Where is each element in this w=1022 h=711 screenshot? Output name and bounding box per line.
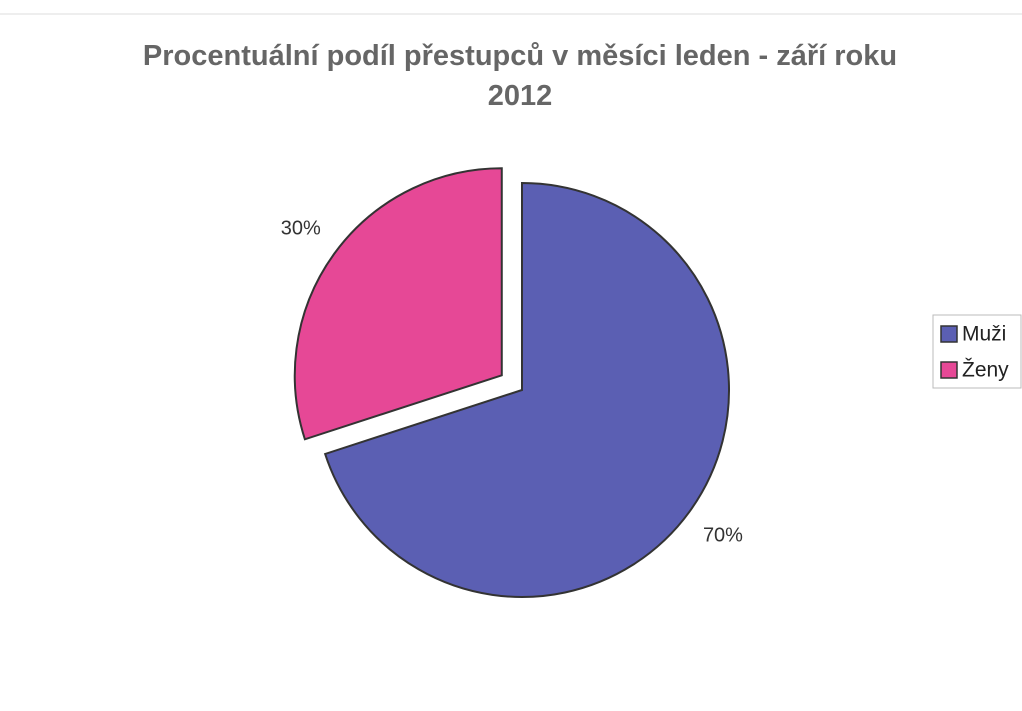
data-label: 30% — [281, 218, 321, 240]
data-label: 70% — [703, 524, 743, 546]
legend-swatch — [940, 325, 958, 343]
chart-title: Procentuální podíl přestupců v měsíci le… — [142, 40, 898, 112]
legend-label: Ženy — [962, 359, 1009, 382]
pie-slice — [293, 167, 503, 441]
legend-label: Muži — [962, 323, 1006, 346]
pie-slice — [323, 181, 730, 598]
legend-swatch — [940, 361, 958, 379]
